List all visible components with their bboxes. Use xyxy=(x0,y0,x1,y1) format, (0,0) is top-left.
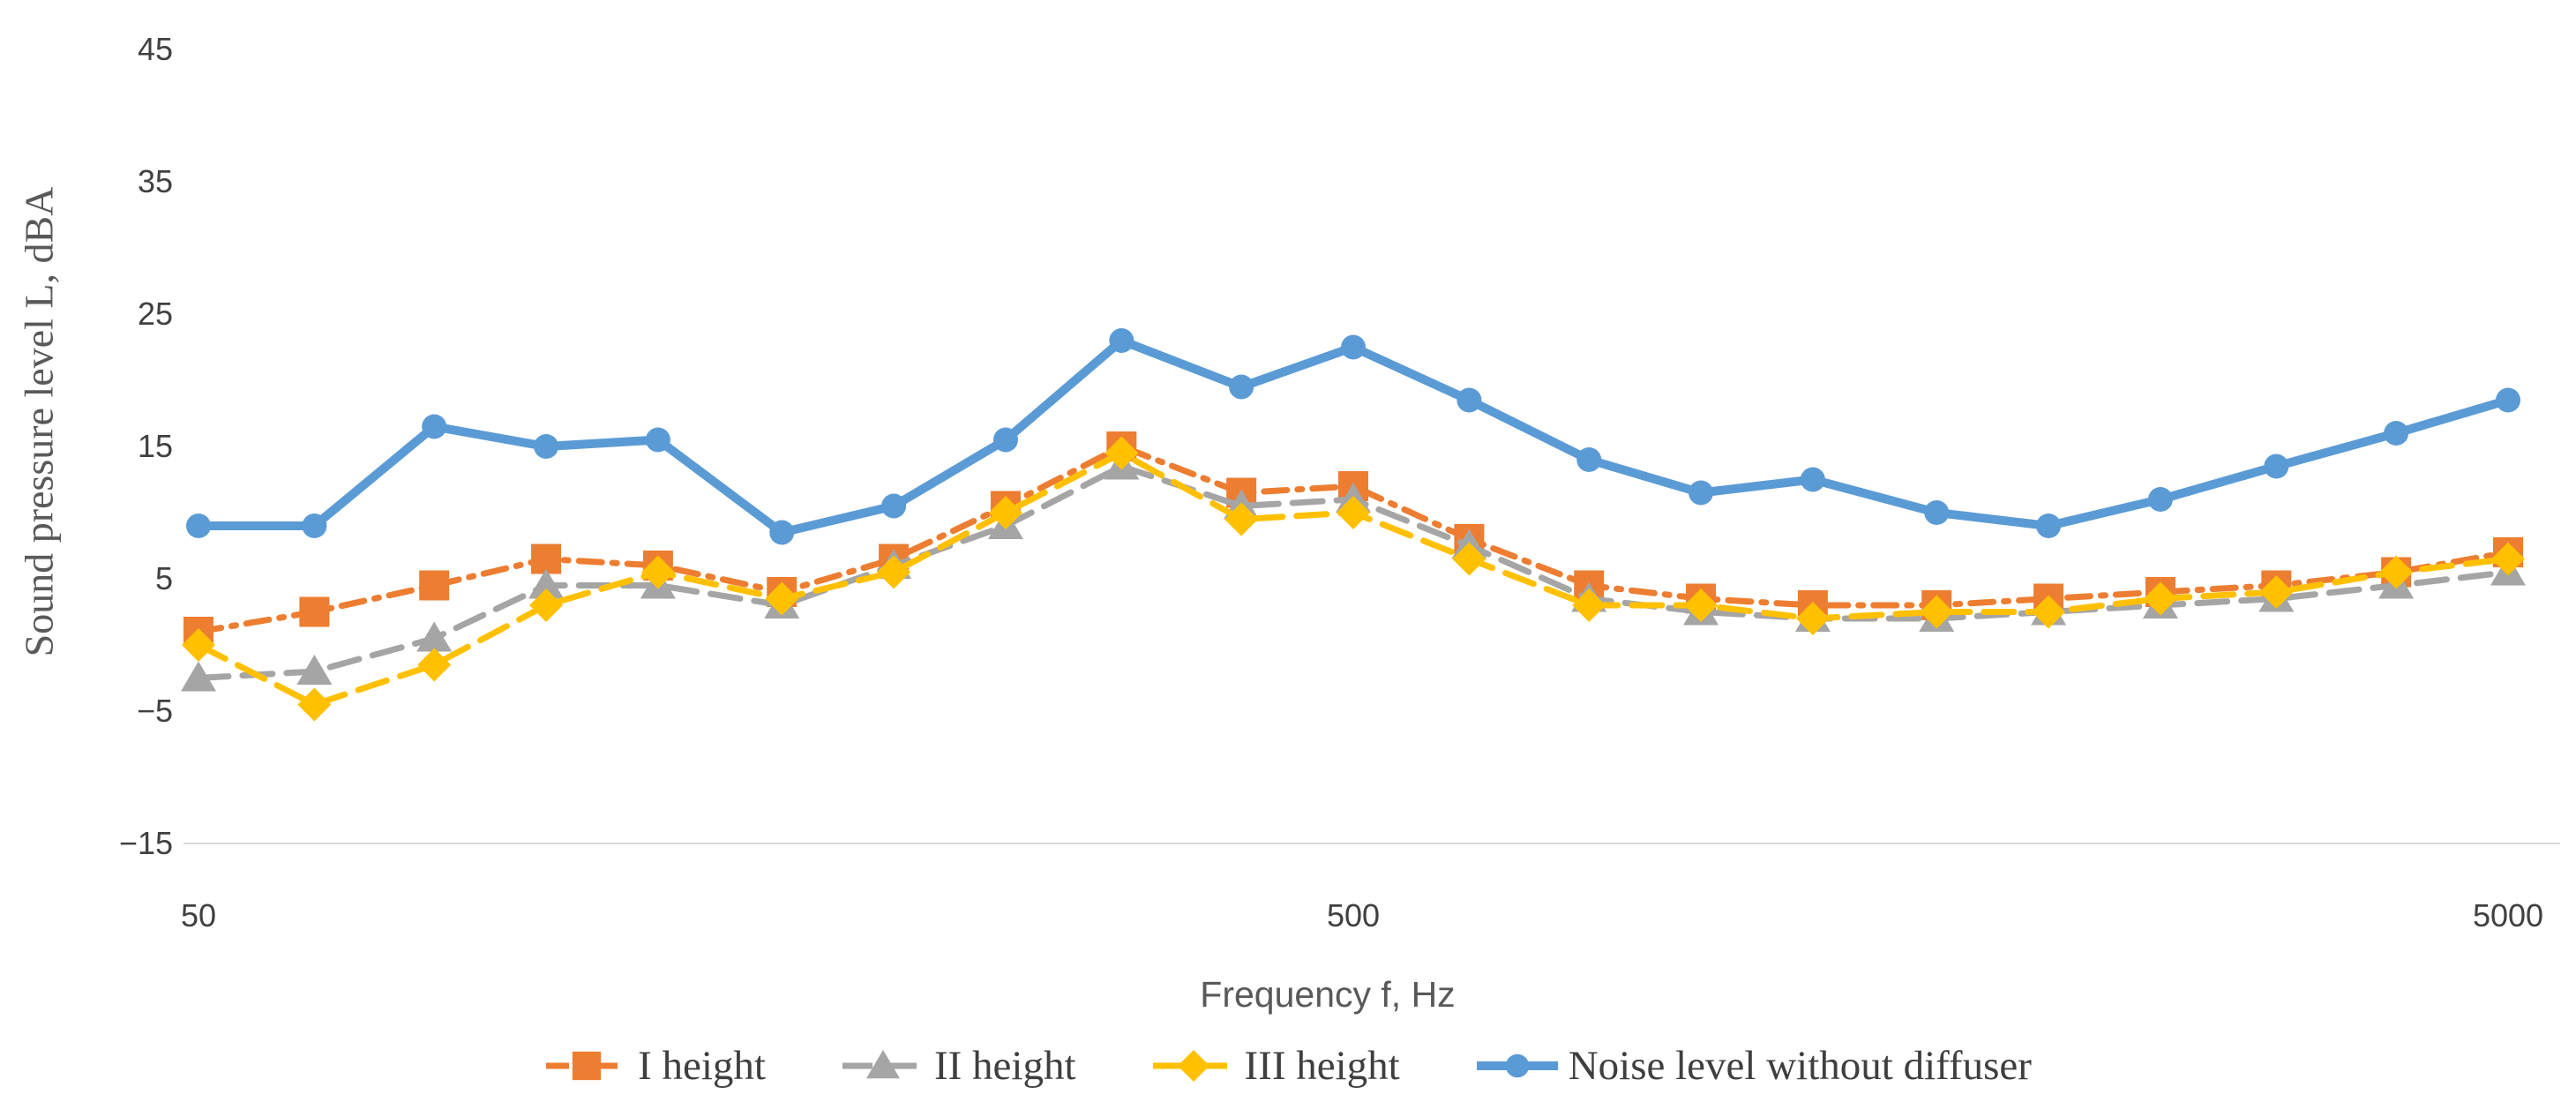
legend-label: I height xyxy=(638,1043,766,1089)
i-height-line-square-icon xyxy=(546,1051,628,1081)
iii-height-line-diamond-icon xyxy=(1152,1049,1234,1083)
y-tick-label: 15 xyxy=(138,428,173,464)
ii-height-line-triangle-icon xyxy=(842,1049,924,1079)
y-tick-label: −5 xyxy=(137,693,173,729)
x-tick-label: 500 xyxy=(1327,897,1380,933)
series-iii-height xyxy=(182,436,2525,722)
legend-label: Noise level without diffuser xyxy=(1568,1043,2032,1089)
legend-label: II height xyxy=(934,1043,1076,1089)
legend-entry-ii-height: II height xyxy=(841,1039,1076,1092)
y-tick-label: 25 xyxy=(138,296,173,332)
y-tick-label: 5 xyxy=(155,560,173,596)
x-axis-title: Frequency f, Hz xyxy=(1200,974,1456,1015)
legend-entry-i-height: I height xyxy=(544,1039,766,1092)
x-tick-label: 50 xyxy=(181,897,216,933)
legend-entry-iii-height: III height xyxy=(1151,1039,1400,1092)
legend-entry-noise-level: Noise level without diffuser xyxy=(1475,1039,2032,1092)
noise-level-line-circle-icon xyxy=(1476,1053,1558,1078)
x-tick-label: 5000 xyxy=(2473,897,2543,933)
y-tick-label: −15 xyxy=(119,825,173,861)
y-tick-label: 45 xyxy=(138,31,173,67)
legend: I height II height III height Noise leve… xyxy=(0,1039,2576,1092)
y-tick-label: 35 xyxy=(138,163,173,199)
series-noise-level-without-diffuser xyxy=(186,328,2520,545)
legend-label: III height xyxy=(1244,1043,1400,1089)
